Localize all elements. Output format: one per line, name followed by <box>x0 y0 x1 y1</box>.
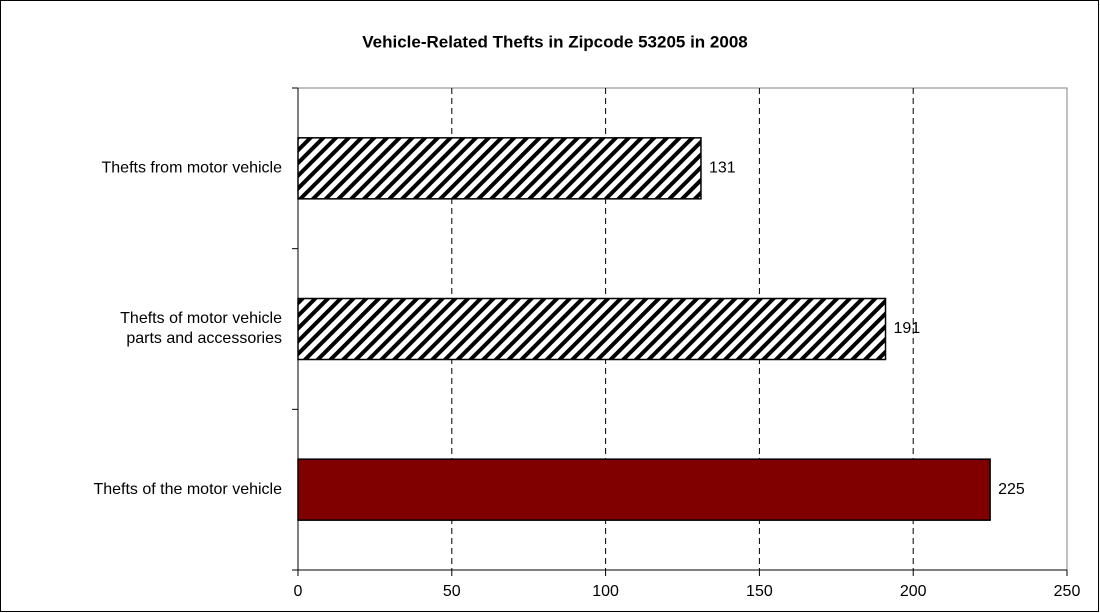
data-label: 131 <box>709 160 736 177</box>
x-tick-label: 0 <box>294 583 303 600</box>
y-tick-label: Thefts from motor vehicle <box>102 160 283 177</box>
data-label: 225 <box>998 481 1025 498</box>
data-label: 191 <box>894 320 921 337</box>
y-tick-label: Thefts of the motor vehicle <box>93 481 282 498</box>
chart-title: Vehicle-Related Thefts in Zipcode 53205 … <box>362 32 747 51</box>
x-tick-label: 200 <box>900 583 927 600</box>
x-tick-label: 100 <box>592 583 619 600</box>
x-tick-label: 150 <box>746 583 773 600</box>
x-tick-label: 250 <box>1054 583 1081 600</box>
bar <box>297 297 887 361</box>
x-tick-label: 50 <box>443 583 461 600</box>
bar <box>297 458 991 521</box>
bar <box>297 137 702 200</box>
y-tick-label: Thefts of motor vehicle parts and accesso… <box>120 310 282 347</box>
